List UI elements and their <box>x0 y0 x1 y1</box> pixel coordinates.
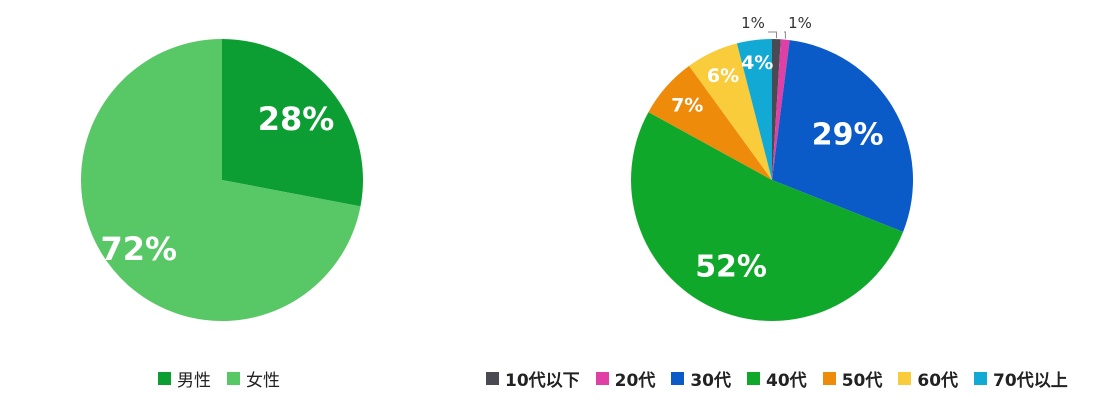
age-slice-label-5: 6% <box>707 65 739 87</box>
legend-swatch-age-70s-plus <box>974 371 988 385</box>
age-slice-label-0: 1% <box>741 14 765 32</box>
gender-slice-1 <box>80 38 361 321</box>
legend-swatch-age-60s <box>898 371 912 385</box>
age-slice-6 <box>736 39 772 180</box>
age-leader-line-0 <box>768 31 777 39</box>
age-slice-0 <box>772 39 781 180</box>
gender-pie: 28% 72% <box>80 38 363 321</box>
legend-label-female: 女性 <box>246 370 280 391</box>
age-slice-2 <box>772 40 914 232</box>
legend-label-age-60s: 60代 <box>917 370 959 391</box>
legend-swatch-female <box>227 371 240 385</box>
gender-slice-label-1: 72% <box>101 230 178 268</box>
age-legend: 10代以下 20代 30代 40代 50代 60代 70代以上 <box>486 366 1068 391</box>
legend-swatch-age-50s <box>822 371 836 385</box>
legend-item-female: 女性 <box>227 366 280 391</box>
legend-item-age-30s: 30代 <box>671 366 731 391</box>
legend-swatch-age-10s <box>486 371 499 385</box>
gender-legend: 男性 女性 <box>158 366 280 391</box>
legend-swatch-male <box>158 371 171 385</box>
legend-label-age-20s: 20代 <box>614 370 656 391</box>
gender-slice-label-0: 28% <box>258 100 335 138</box>
age-slice-5 <box>689 43 772 181</box>
legend-label-age-40s: 40代 <box>766 370 807 391</box>
age-slice-label-2: 29% <box>812 118 884 153</box>
legend-item-male: 男性 <box>158 366 211 391</box>
age-slice-4 <box>648 65 772 180</box>
legend-label-age-10s: 10代以下 <box>505 370 580 391</box>
legend-label-age-50s: 50代 <box>841 370 883 391</box>
age-slice-label-6: 4% <box>741 52 773 74</box>
legend-swatch-age-20s <box>595 371 609 385</box>
legend-item-age-60s: 60代 <box>898 366 958 391</box>
legend-item-age-50s: 50代 <box>822 366 883 391</box>
age-slice-3 <box>631 112 904 321</box>
age-slice-label-3: 52% <box>695 249 767 284</box>
age-slice-label-4: 7% <box>671 94 703 116</box>
age-slice-1 <box>772 39 790 180</box>
legend-swatch-age-40s <box>747 371 761 385</box>
legend-label-age-70s-plus: 70代以上 <box>993 370 1068 391</box>
legend-label-age-30s: 30代 <box>690 370 732 391</box>
age-pie: 1% 1% 29% 52% 7%6%4% <box>631 14 914 321</box>
legend-label-male: 男性 <box>177 370 211 391</box>
legend-item-age-70s-plus: 70代以上 <box>974 366 1068 391</box>
age-slice-label-1: 1% <box>788 14 812 32</box>
gender-slice-0 <box>222 39 363 207</box>
legend-swatch-age-30s <box>671 371 685 385</box>
legend-item-age-40s: 40代 <box>747 366 807 391</box>
legend-item-age-10s: 10代以下 <box>486 366 580 391</box>
legend-item-age-20s: 20代 <box>595 366 656 391</box>
age-leader-line-1 <box>784 31 786 39</box>
